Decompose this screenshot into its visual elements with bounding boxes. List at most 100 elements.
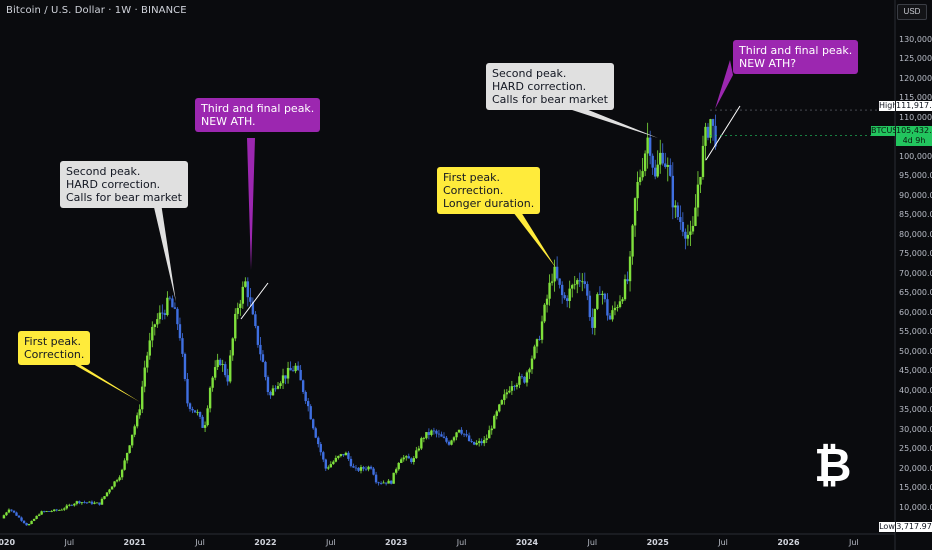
candle-body — [65, 505, 68, 509]
candle-body — [631, 225, 634, 257]
candle-body — [465, 434, 468, 436]
y-tick-label: 70,000.00 — [899, 268, 932, 278]
candle-body — [435, 430, 438, 434]
candle-body — [432, 430, 436, 432]
candle-body — [85, 502, 89, 504]
candle-body — [493, 415, 496, 429]
candle-body — [141, 386, 144, 410]
candle-body — [22, 520, 26, 524]
candle-body — [322, 452, 325, 460]
candle-body — [70, 504, 74, 506]
candle-body — [606, 299, 609, 316]
candle-body — [279, 383, 282, 387]
candle-body — [636, 182, 639, 199]
candle-body — [684, 231, 687, 239]
callout-pointer — [566, 105, 658, 138]
y-tick-label: 25,000.00 — [899, 444, 932, 453]
annotation-first-peak-2021[interactable]: First peak. Correction. — [18, 331, 91, 365]
candle-body — [206, 408, 209, 426]
candle-body — [530, 358, 534, 370]
candle-body — [309, 406, 312, 420]
y-tick-label: 30,000.00 — [899, 424, 932, 434]
candle-body — [234, 313, 237, 339]
annotation-line: NEW ATH? — [739, 57, 797, 70]
candle-body — [329, 464, 333, 468]
candle-body — [437, 433, 441, 435]
candle-body — [699, 176, 702, 185]
callout-pointer — [715, 60, 733, 109]
annotation-line: First peak. — [24, 335, 82, 348]
candle-body — [359, 467, 363, 471]
candle-body — [133, 426, 136, 435]
candle-body — [5, 512, 8, 516]
candle-body — [7, 509, 11, 513]
x-tick-label: 2025 — [646, 538, 669, 547]
candle-body — [171, 298, 174, 308]
candle-body — [241, 286, 245, 304]
y-tick-label: 60,000.00 — [899, 307, 932, 317]
candle-body — [498, 404, 501, 412]
candle-body — [394, 469, 398, 473]
x-tick-label: Jul — [587, 538, 598, 547]
candle-body — [659, 152, 662, 165]
candle-body — [53, 509, 56, 512]
candle-body — [568, 288, 571, 301]
candle-body — [73, 503, 76, 506]
candle-body — [490, 428, 493, 431]
annotation-first-peak-2024[interactable]: First peak. Correction. Longer duration. — [437, 167, 541, 214]
trend-line — [705, 105, 741, 161]
candle-body — [638, 177, 642, 183]
candle-body — [332, 461, 335, 465]
candle-body — [472, 441, 476, 445]
candle-body — [548, 282, 551, 299]
candle-body — [666, 164, 669, 167]
candle-body — [671, 175, 674, 208]
candle-body — [661, 152, 664, 164]
annotation-third-peak-2025[interactable]: Third and final peak. NEW ATH? — [733, 40, 859, 74]
candle-body — [679, 217, 682, 222]
candle-body — [462, 433, 466, 435]
candle-body — [261, 354, 265, 362]
annotation-second-peak-2024[interactable]: Second peak. HARD correction. Calls for … — [486, 63, 614, 110]
candle-body — [442, 436, 446, 438]
candle-body — [623, 279, 627, 300]
candle-body — [648, 137, 652, 156]
callout-pointer — [513, 212, 556, 268]
candle-body — [201, 416, 204, 428]
candle-body — [508, 390, 511, 393]
candle-body — [349, 458, 353, 467]
annotation-line: First peak. — [443, 171, 501, 184]
candle-body — [500, 400, 504, 405]
candle-body — [467, 435, 471, 442]
candle-body — [35, 515, 38, 519]
candle-body — [480, 441, 483, 444]
candle-body — [256, 326, 260, 345]
candle-body — [495, 411, 498, 416]
annotation-second-peak-2021[interactable]: Second peak. HARD correction. Calls for … — [60, 161, 188, 208]
bitcoin-icon: ₿ — [814, 438, 852, 492]
high-value: 111,917.37 — [896, 101, 932, 111]
candle-body — [161, 312, 164, 314]
candle-body — [83, 502, 86, 504]
candle-body — [576, 280, 579, 285]
candle-body — [538, 339, 541, 340]
candle-body — [510, 386, 514, 391]
y-tick-label: 45,000.00 — [899, 366, 932, 375]
candle-body — [387, 480, 390, 484]
currency-selector[interactable]: USD — [897, 4, 927, 20]
annotation-third-peak-2021[interactable]: Third and final peak. NEW ATH. — [195, 98, 321, 132]
y-tick-label: 50,000.00 — [899, 346, 932, 356]
candle-body — [254, 314, 257, 327]
candle-body — [224, 364, 227, 376]
candle-body — [701, 145, 705, 177]
candle-body — [626, 279, 629, 282]
last-price-tag: 105,432.71 — [896, 126, 932, 136]
candle-body — [75, 501, 79, 504]
candle-body — [674, 205, 677, 208]
candle-body — [503, 394, 506, 401]
candle-body — [12, 510, 16, 513]
y-tick-label: 100,000.00 — [899, 151, 932, 161]
x-tick-label: 2020 — [0, 538, 16, 547]
candle-body — [166, 297, 169, 315]
